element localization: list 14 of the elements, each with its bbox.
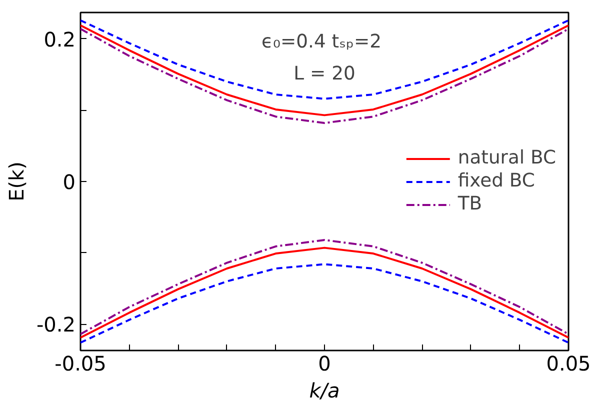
y-axis-title: E(k) [4,162,28,202]
legend-label: TB [458,194,482,214]
line-series [80,263,568,344]
y-tick-label: -0.2 [36,312,76,337]
y-tick-label: 0 [62,170,76,194]
text: -0.05 [54,352,106,376]
y-tick-label: 0.2 [44,27,76,52]
x-axis-title: k/a [309,378,340,402]
annotation: L = 20 [294,64,356,84]
x-tick-label: 0.05 [546,352,591,376]
annotation: ϵ₀=0.4 tₛₚ=2 [262,32,382,52]
legend-label: natural BC [458,148,556,168]
legend-label: fixed BC [458,170,535,192]
line-series [80,19,568,100]
